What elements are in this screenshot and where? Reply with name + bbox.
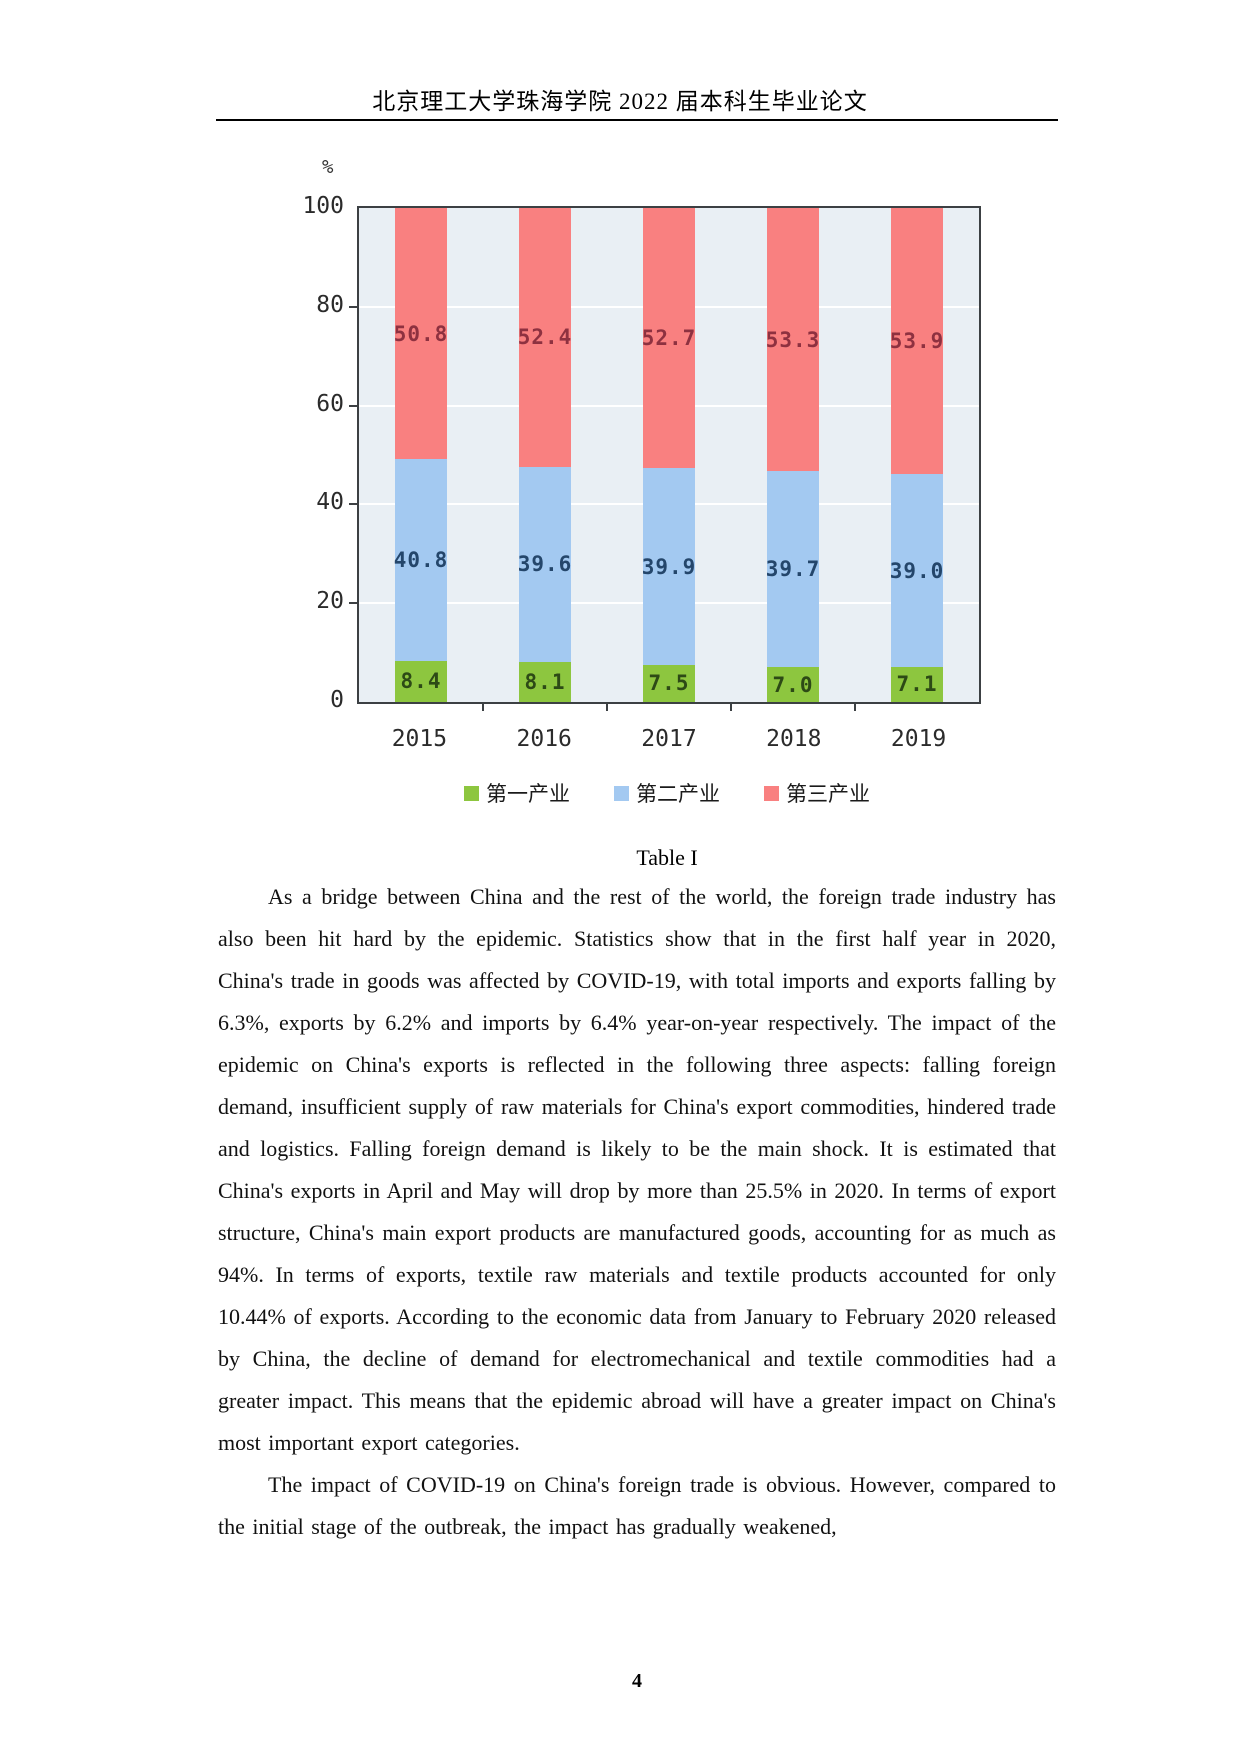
- bar-segment-第三产业-2018: 53.3: [765, 208, 821, 472]
- x-tickmark-2: [606, 702, 608, 711]
- bar-slot-2019: 7.1 39.0 53.9: [855, 208, 979, 702]
- bar-value-label: 39.0: [889, 558, 945, 583]
- bar-value-label: 8.1: [524, 670, 566, 695]
- legend-item-第一产业: 第一产业: [464, 778, 570, 808]
- x-tick-2015: 2015: [391, 726, 448, 752]
- bar-segment-第一产业-2018: 7.0: [767, 667, 819, 702]
- y-axis-unit-label: %: [322, 156, 334, 178]
- legend-label: 第一产业: [486, 782, 570, 806]
- bar-segment-第二产业-2017: 39.9: [641, 468, 697, 665]
- x-tick-2017: 2017: [641, 726, 697, 752]
- bar-value-label: 7.1: [896, 672, 938, 697]
- legend-label: 第二产业: [636, 782, 720, 806]
- plot-area: 8.4 40.8 50.8 8.1 39.6 52.4 7.5 39.9 52.7 7.0 39.7…: [349, 206, 981, 711]
- bar-value-label: 39.7: [765, 557, 821, 582]
- y-tickmark-40: [349, 503, 357, 506]
- bar-value-label: 53.3: [765, 327, 821, 352]
- bar-segment-第一产业-2019: 7.1: [891, 666, 943, 702]
- bar-value-label: 39.6: [517, 552, 573, 577]
- stacked-bar-2018: 7.0 39.7 53.3: [765, 208, 821, 702]
- stacked-bar-2016: 8.1 39.6 52.4: [517, 207, 573, 702]
- legend-item-第二产业: 第二产业: [614, 778, 720, 808]
- x-tick-2018: 2018: [766, 726, 822, 752]
- bar-slot-2015: 8.4 40.8 50.8: [359, 208, 483, 702]
- bar-value-label: 39.9: [641, 554, 697, 579]
- legend-swatch-icon: [464, 785, 479, 801]
- y-tick-100: 100: [302, 193, 344, 219]
- y-axis-tick-labels: 0 20 40 60 80 100: [0, 193, 344, 713]
- bar-segment-第二产业-2019: 39.0: [889, 474, 945, 667]
- y-tickmark-20: [349, 602, 357, 605]
- y-tick-80: 80: [316, 291, 344, 318]
- bar-value-label: 50.8: [393, 321, 449, 346]
- bar-segment-第一产业-2016: 8.1: [519, 662, 571, 702]
- bar-segment-第二产业-2015: 40.8: [393, 458, 449, 661]
- header-rule: [216, 119, 1058, 121]
- x-axis-tick-labels: 2015 2016 2017 2018 2019: [357, 726, 981, 752]
- bar-value-label: 40.8: [393, 547, 449, 572]
- y-tickmark-80: [349, 305, 357, 308]
- y-tick-20: 20: [316, 588, 344, 615]
- bar-segment-第三产业-2015: 50.8: [393, 208, 449, 459]
- chart-legend: 第一产业 第二产业 第三产业: [357, 778, 977, 808]
- legend-swatch-icon: [614, 785, 629, 801]
- x-tickmark-4: [854, 702, 856, 711]
- bar-slot-2017: 7.5 39.9 52.7: [607, 208, 731, 702]
- y-tick-60: 60: [316, 390, 344, 417]
- bar-segment-第一产业-2015: 8.4: [395, 660, 447, 702]
- bar-segment-第一产业-2017: 7.5: [643, 664, 695, 702]
- body-text: As a bridge between China and the rest o…: [218, 876, 1056, 1548]
- stacked-bar-2017: 7.5 39.9 52.7: [641, 208, 697, 702]
- table-caption: Table I: [636, 845, 698, 870]
- x-tick-2016: 2016: [516, 726, 572, 752]
- page-header-title: 北京理工大学珠海学院 2022 届本科生毕业论文: [372, 89, 868, 114]
- bar-value-label: 7.5: [648, 671, 690, 696]
- bar-segment-第二产业-2016: 39.6: [517, 466, 573, 663]
- bar-slot-2018: 7.0 39.7 53.3: [731, 208, 855, 702]
- bar-segment-第三产业-2017: 52.7: [641, 208, 697, 469]
- stacked-bar-2015: 8.4 40.8 50.8: [393, 208, 449, 702]
- bar-value-label: 52.7: [641, 326, 697, 351]
- y-tick-0: 0: [330, 687, 344, 713]
- legend-swatch-icon: [764, 785, 779, 801]
- bar-slot-2016: 8.1 39.6 52.4: [483, 207, 607, 702]
- legend-item-第三产业: 第三产业: [764, 778, 870, 808]
- paragraph-2: The impact of COVID-19 on China's foreig…: [218, 1472, 1056, 1539]
- bar-segment-第二产业-2018: 39.7: [765, 471, 821, 668]
- bar-value-label: 7.0: [772, 672, 814, 697]
- x-tickmark-1: [482, 702, 484, 711]
- bar-value-label: 53.9: [889, 329, 945, 354]
- x-tick-2019: 2019: [890, 726, 947, 752]
- paragraph-1: As a bridge between China and the rest o…: [218, 884, 1056, 1455]
- legend-label: 第三产业: [786, 782, 870, 806]
- bar-value-label: 8.4: [400, 669, 442, 694]
- page-number: 4: [632, 1670, 642, 1692]
- y-tick-40: 40: [316, 489, 344, 516]
- bar-value-label: 52.4: [517, 325, 573, 350]
- bar-segment-第三产业-2016: 52.4: [517, 207, 573, 467]
- bars: 8.4 40.8 50.8 8.1 39.6 52.4 7.5 39.9 52.7 7.0 39.7…: [359, 207, 979, 702]
- y-tickmark-60: [349, 404, 357, 407]
- bar-segment-第三产业-2019: 53.9: [889, 208, 945, 475]
- x-tickmark-3: [730, 702, 732, 711]
- stacked-bar-2019: 7.1 39.0 53.9: [889, 208, 945, 702]
